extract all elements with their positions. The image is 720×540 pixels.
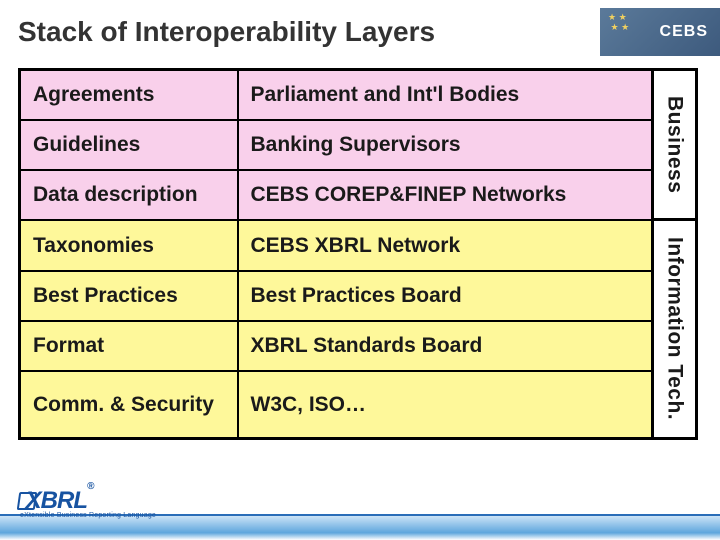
side-label-business-text: Business (663, 96, 687, 193)
layer-name: Agreements (20, 70, 238, 120)
table-row: AgreementsParliament and Int'l Bodies (20, 70, 653, 120)
cebs-logo-text: CEBS (660, 23, 708, 41)
side-column: Business Information Tech. (654, 68, 698, 440)
layer-name: Data description (20, 170, 238, 220)
table-row: FormatXBRL Standards Board (20, 321, 653, 371)
layer-name: Comm. & Security (20, 371, 238, 438)
layer-body: CEBS COREP&FINEP Networks (238, 170, 653, 220)
side-label-it-text: Information Tech. (663, 237, 687, 420)
slide-header: Stack of Interoperability Layers ★ ★ ★ ★… (0, 0, 720, 64)
table-row: GuidelinesBanking Supervisors (20, 120, 653, 170)
layers-table-wrap: AgreementsParliament and Int'l BodiesGui… (18, 68, 702, 440)
table-row: Comm. & SecurityW3C, ISO… (20, 371, 653, 438)
layer-body: W3C, ISO… (238, 371, 653, 438)
layer-body: Parliament and Int'l Bodies (238, 70, 653, 120)
cebs-logo: ★ ★ ★ ★ CEBS (600, 8, 720, 56)
layer-body: XBRL Standards Board (238, 321, 653, 371)
slide-footer: XBRL® eXtensible Business Reporting Lang… (0, 468, 720, 540)
layer-body: CEBS XBRL Network (238, 220, 653, 270)
layer-name: Taxonomies (20, 220, 238, 270)
xbrl-logo-main: XBRL® (20, 486, 140, 512)
layers-table: AgreementsParliament and Int'l BodiesGui… (18, 68, 654, 440)
side-label-business: Business (654, 68, 698, 221)
layer-body: Best Practices Board (238, 271, 653, 321)
stars-icon: ★ ★ ★ ★ (608, 12, 629, 32)
table-row: Data descriptionCEBS COREP&FINEP Network… (20, 170, 653, 220)
layer-name: Best Practices (20, 271, 238, 321)
layer-name: Guidelines (20, 120, 238, 170)
table-row: TaxonomiesCEBS XBRL Network (20, 220, 653, 270)
side-label-it: Information Tech. (654, 221, 698, 440)
layer-body: Banking Supervisors (238, 120, 653, 170)
layer-name: Format (20, 321, 238, 371)
table-row: Best PracticesBest Practices Board (20, 271, 653, 321)
xbrl-logo-sub: eXtensible Business Reporting Language (20, 512, 140, 520)
xbrl-logo: XBRL® eXtensible Business Reporting Lang… (20, 486, 140, 520)
slide-title: Stack of Interoperability Layers (18, 16, 435, 48)
